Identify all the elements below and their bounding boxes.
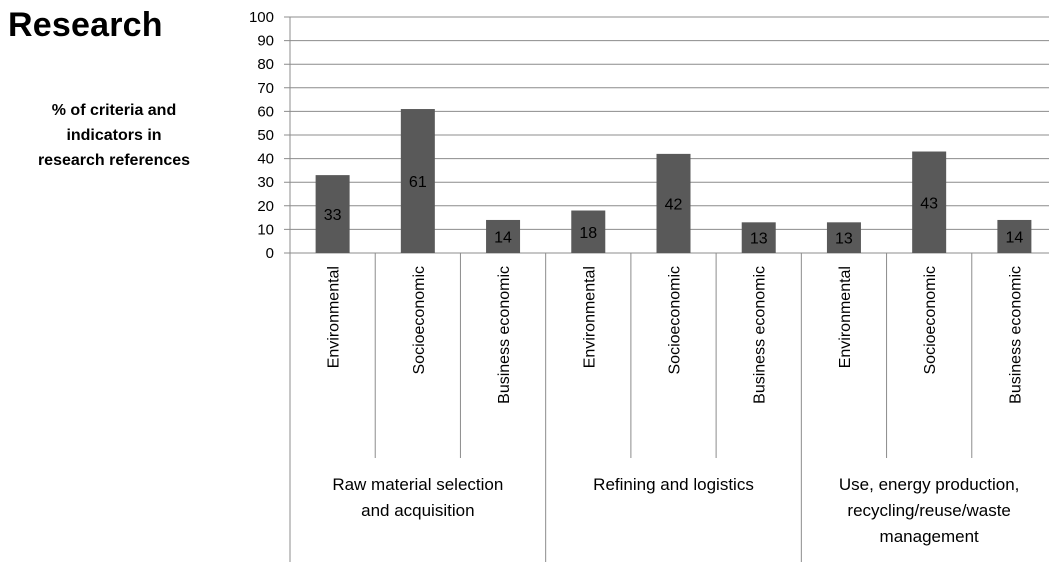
x-category-label: Environmental: [837, 266, 854, 368]
y-axis-label-line: indicators in: [66, 127, 162, 144]
bar: [315, 175, 350, 253]
x-category-label: Business economic: [1007, 266, 1024, 404]
y-tick-label: 20: [257, 198, 274, 215]
y-axis-label-line: % of criteria and: [51, 102, 177, 119]
x-group-label: and acquisition: [361, 501, 474, 520]
y-tick-label: 50: [257, 127, 274, 144]
bar: [997, 219, 1032, 253]
y-tick-label: 60: [257, 103, 274, 120]
data-label: 13: [750, 231, 768, 248]
x-group-label: Use, energy production,: [839, 475, 1020, 494]
x-group-label: Refining and logistics: [593, 475, 754, 494]
data-label: 13: [835, 231, 853, 248]
data-label: 61: [409, 174, 427, 191]
x-category-label: Business economic: [752, 266, 769, 404]
bar: [741, 222, 776, 253]
x-group-label: Raw material selection: [332, 475, 503, 494]
y-axis-label: % of criteria and indicators in research…: [10, 98, 218, 173]
data-label: 33: [324, 207, 342, 224]
data-label: 14: [494, 229, 512, 246]
data-label: 43: [920, 195, 938, 212]
y-tick-label: 10: [257, 221, 274, 238]
y-tick-label: 80: [257, 56, 274, 73]
bar: [826, 222, 861, 253]
x-category-label: Socioeconomic: [411, 266, 428, 375]
chart-title: Research: [8, 6, 163, 44]
y-tick-label: 70: [257, 80, 274, 97]
y-axis-label-line: research references: [37, 152, 191, 169]
bar: [656, 153, 691, 253]
y-tick-label: 40: [257, 151, 274, 168]
data-label: 18: [579, 225, 597, 242]
y-tick-label: 90: [257, 33, 274, 50]
bar: [571, 210, 606, 253]
y-tick-label: 100: [249, 9, 274, 26]
data-label: 14: [1005, 229, 1023, 246]
x-category-label: Business economic: [496, 266, 513, 404]
x-category-label: Socioeconomic: [667, 266, 684, 375]
x-group-label: management: [880, 527, 980, 546]
x-category-label: Environmental: [326, 266, 343, 368]
x-category-label: Socioeconomic: [922, 266, 939, 375]
data-label: 42: [665, 196, 683, 213]
bar: [912, 151, 947, 253]
y-tick-label: 30: [257, 174, 274, 191]
x-category-label: Environmental: [581, 266, 598, 368]
bar: [400, 109, 435, 253]
x-group-label: recycling/reuse/waste: [847, 501, 1010, 520]
y-tick-label: 0: [266, 245, 274, 262]
bar: [486, 219, 521, 253]
